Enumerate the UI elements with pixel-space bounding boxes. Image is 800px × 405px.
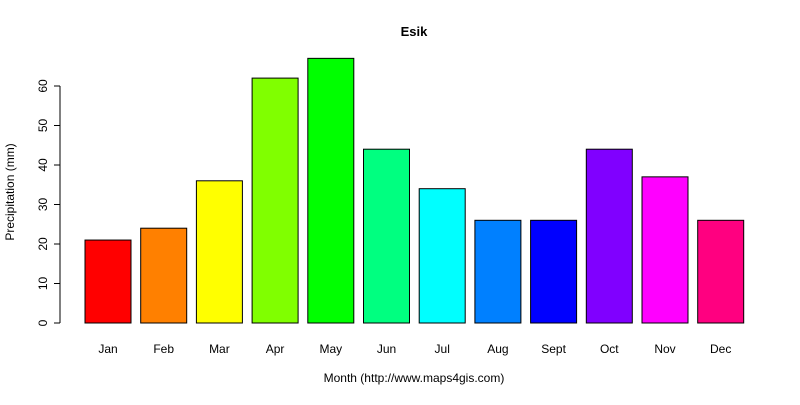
bar-jul [418,188,466,324]
y-axis: 0 10 20 30 40 50 60 [36,79,61,326]
x-tick-label: Dec [710,342,731,356]
bar-aug [474,219,522,324]
y-tick-label: 50 [36,119,50,133]
y-tick-label: 10 [36,277,50,291]
bars-group [84,57,745,324]
x-tick-label: Jan [98,342,117,356]
x-tick-label: Mar [209,342,230,356]
x-tick-label: Nov [654,342,675,356]
y-axis-label: Precipitation (mm) [3,143,17,240]
bar-jun [363,148,410,324]
y-tick-label: 40 [36,158,50,172]
bar-sept [530,219,578,324]
y-tick-label: 60 [36,79,50,93]
x-tick-label: Apr [266,342,285,356]
bar-oct [585,148,633,324]
x-tick-labels: Jan Feb Mar Apr May Jun Jul Aug Sept Oct Nov Dec [98,342,731,356]
bar-nov [641,176,689,324]
x-tick-label: Sept [541,342,566,356]
y-tick-label: 20 [36,237,50,251]
x-axis-label: Month (http://www.maps4gis.com) [324,371,505,385]
y-tick-label: 0 [36,319,50,326]
y-tick-label: 30 [36,198,50,212]
bar-mar [195,180,243,324]
bar-feb [140,227,188,324]
bar-dec [697,219,745,324]
bar-jan [84,239,132,324]
x-tick-label: May [319,342,342,356]
x-tick-label: Aug [487,342,508,356]
x-tick-label: Feb [153,342,174,356]
chart-title: Esik [401,24,429,39]
bar-apr [251,77,299,324]
x-tick-label: Jun [377,342,396,356]
x-tick-label: Oct [600,342,619,356]
bar-may [307,57,355,324]
x-tick-label: Jul [435,342,450,356]
